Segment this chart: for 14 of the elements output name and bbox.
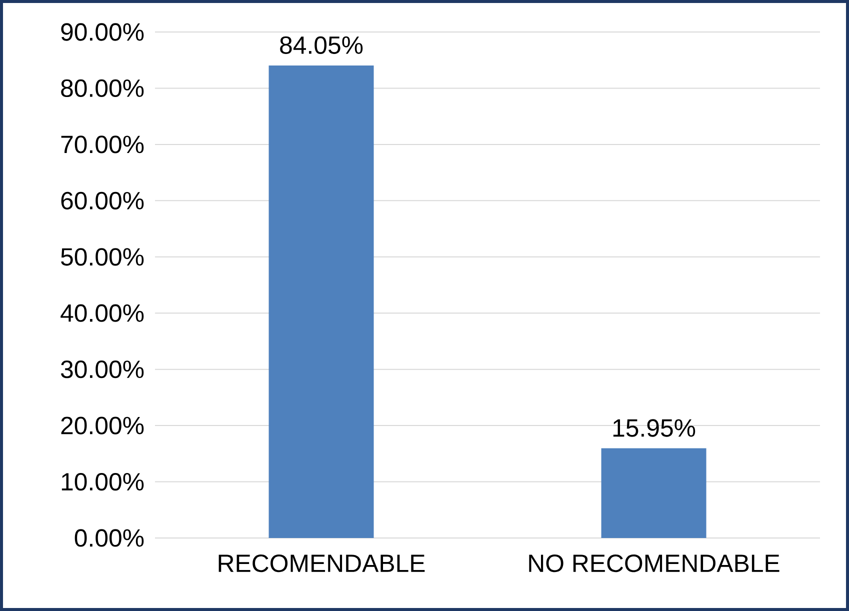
y-tick-label: 10.00% — [62, 472, 144, 491]
y-tick-label: 0.00% — [74, 529, 144, 547]
data-label: 84.05% — [280, 36, 363, 54]
y-tick-label: 30.00% — [60, 360, 144, 378]
x-tick-label: NO RECOMENDABLE — [529, 554, 780, 572]
y-tick-label: 90.00% — [61, 23, 144, 41]
y-tick-label: 60.00% — [61, 192, 144, 210]
x-tick-label: RECOMENDABLE — [218, 554, 425, 572]
data-label: 15.95% — [613, 419, 696, 437]
y-tick-label: 80.00% — [61, 79, 144, 98]
y-tick-label: 20.00% — [61, 416, 144, 434]
y-tick-label: 40.00% — [60, 304, 144, 322]
y-tick-label: 70.00% — [61, 136, 144, 154]
y-tick-label: 50.00% — [61, 248, 144, 266]
